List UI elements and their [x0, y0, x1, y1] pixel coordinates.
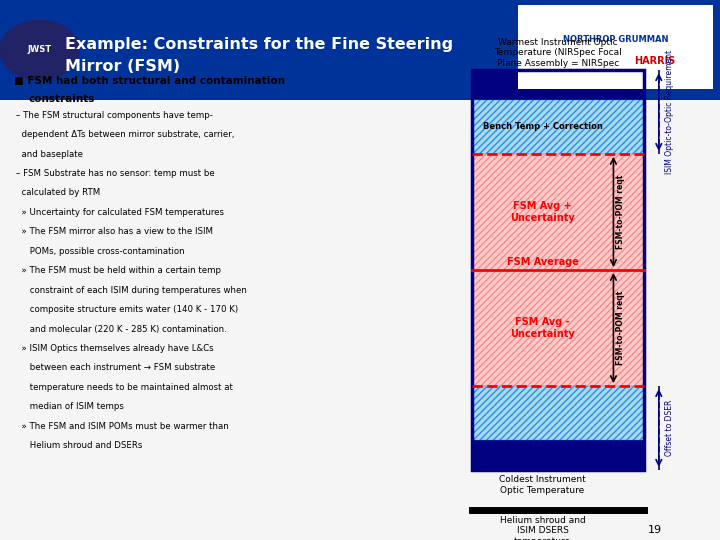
- Text: Offset to DSER: Offset to DSER: [665, 400, 674, 456]
- Text: and baseplate: and baseplate: [16, 150, 83, 159]
- Bar: [472, 100, 644, 154]
- Text: » ISIM Optics themselves already have L&Cs: » ISIM Optics themselves already have L&…: [16, 344, 213, 353]
- Text: temperature needs to be maintained almost at: temperature needs to be maintained almos…: [16, 383, 233, 392]
- Bar: [472, 440, 644, 470]
- Text: Helium shroud and DSERs: Helium shroud and DSERs: [16, 441, 143, 450]
- Bar: [472, 100, 644, 154]
- Text: between each instrument → FSM substrate: between each instrument → FSM substrate: [16, 363, 215, 373]
- Bar: [472, 70, 644, 470]
- Text: Helium shroud and
ISIM DSERS
temperature: Helium shroud and ISIM DSERS temperature: [500, 516, 585, 540]
- Text: JWST: JWST: [27, 45, 52, 55]
- Text: FSM Avg -
Uncertainty: FSM Avg - Uncertainty: [510, 317, 575, 339]
- Bar: [472, 70, 644, 100]
- Text: calculated by RTM: calculated by RTM: [16, 188, 100, 198]
- Text: » The FSM and ISIM POMs must be warmer than: » The FSM and ISIM POMs must be warmer t…: [16, 422, 228, 431]
- Text: NORTHROP GRUMMAN: NORTHROP GRUMMAN: [563, 35, 668, 44]
- Text: » The FSM must be held within a certain temp: » The FSM must be held within a certain …: [16, 266, 221, 275]
- Text: FSM Average: FSM Average: [507, 257, 578, 267]
- Bar: [472, 154, 644, 386]
- Text: ISIM Optic-to-Optic Requirement: ISIM Optic-to-Optic Requirement: [665, 50, 674, 174]
- Text: dependent ΔTs between mirror substrate, carrier,: dependent ΔTs between mirror substrate, …: [16, 130, 234, 139]
- Bar: [0, 0, 720, 100]
- Text: FSM-to-POM reqt: FSM-to-POM reqt: [616, 291, 625, 365]
- Text: FSM Avg +
Uncertainty: FSM Avg + Uncertainty: [510, 201, 575, 223]
- Bar: [472, 154, 644, 386]
- Text: composite structure emits water (140 K - 170 K): composite structure emits water (140 K -…: [16, 305, 238, 314]
- Text: ■ FSM had both structural and contamination: ■ FSM had both structural and contaminat…: [14, 76, 285, 86]
- Text: constraints: constraints: [29, 94, 95, 105]
- Text: » The FSM mirror also has a view to the ISIM: » The FSM mirror also has a view to the …: [16, 227, 213, 237]
- Text: – FSM Substrate has no sensor: temp must be: – FSM Substrate has no sensor: temp must…: [16, 169, 215, 178]
- Text: Bench Temp + Correction: Bench Temp + Correction: [482, 123, 603, 131]
- Text: HARRIS: HARRIS: [634, 56, 676, 66]
- Text: constraint of each ISIM during temperatures when: constraint of each ISIM during temperatu…: [16, 286, 247, 295]
- Text: POMs, possible cross-contamination: POMs, possible cross-contamination: [16, 247, 184, 256]
- Bar: [518, 5, 713, 89]
- Text: Coldest Instrument
Optic Temperature: Coldest Instrument Optic Temperature: [499, 475, 586, 495]
- Bar: [472, 386, 644, 440]
- Text: 19: 19: [648, 524, 662, 535]
- Text: » Uncertainty for calculated FSM temperatures: » Uncertainty for calculated FSM tempera…: [16, 208, 224, 217]
- Text: Example: Constraints for the Fine Steering: Example: Constraints for the Fine Steeri…: [65, 37, 453, 52]
- Text: Warmest Instrument Optic
Temperature (NIRSpec Focal
Plane Assembly = NIRSpec: Warmest Instrument Optic Temperature (NI…: [494, 38, 622, 68]
- Text: FSM-to-POM reqt: FSM-to-POM reqt: [616, 175, 625, 249]
- Text: median of ISIM temps: median of ISIM temps: [16, 402, 124, 411]
- Text: and molecular (220 K - 285 K) contamination.: and molecular (220 K - 285 K) contaminat…: [16, 325, 227, 334]
- Circle shape: [0, 20, 79, 80]
- Text: Mirror (FSM): Mirror (FSM): [65, 59, 180, 73]
- Text: – The FSM structural components have temp-: – The FSM structural components have tem…: [16, 111, 212, 120]
- Bar: [472, 386, 644, 440]
